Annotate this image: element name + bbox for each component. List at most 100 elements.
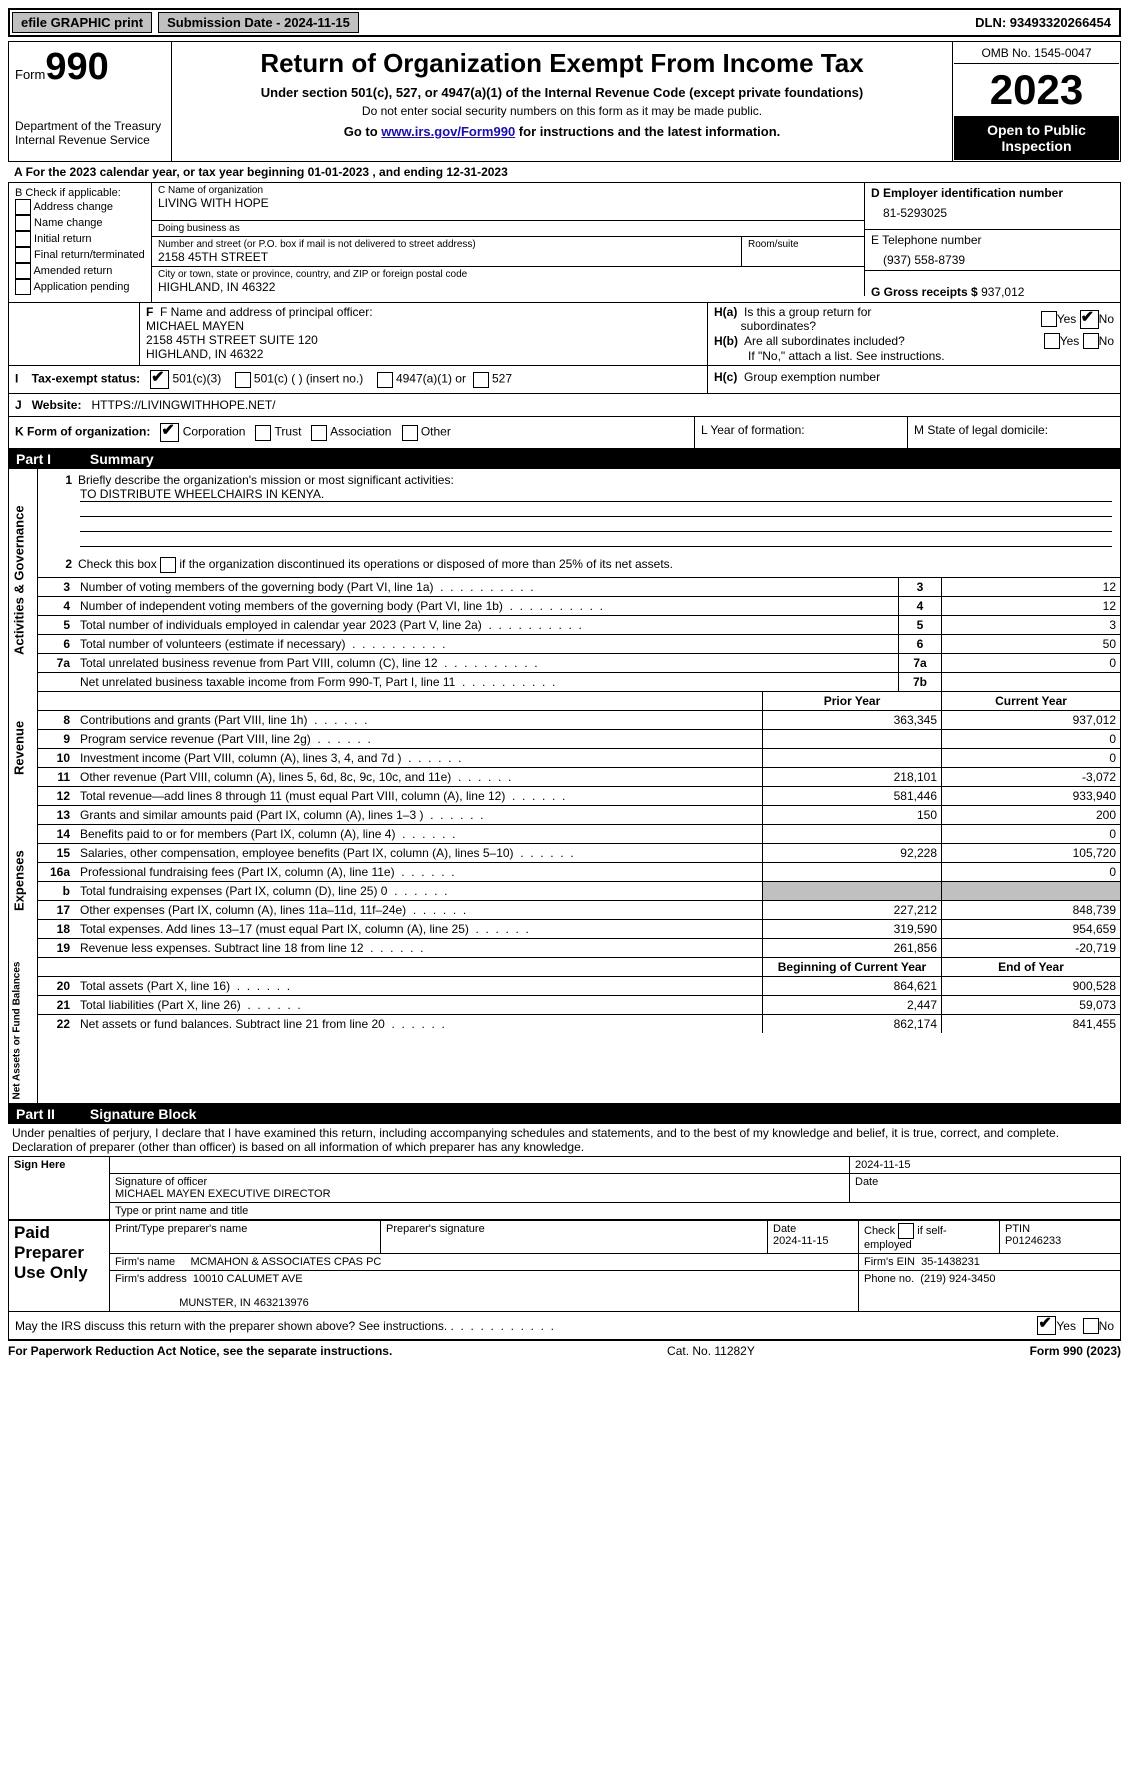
line-2-num: 2 — [44, 557, 78, 573]
501c-checkbox[interactable] — [235, 372, 251, 388]
form-title: Return of Organization Exempt From Incom… — [178, 48, 946, 79]
line-box: 4 — [899, 597, 942, 616]
firm-addr-label: Firm's address — [115, 1273, 187, 1285]
line-prior: 227,212 — [763, 901, 942, 920]
box-b-item: Name change — [15, 215, 145, 231]
line-current — [942, 882, 1121, 901]
line-prior: 2,447 — [763, 996, 942, 1015]
box-l: L Year of formation: — [695, 417, 908, 448]
vlabel-expenses: Expenses — [9, 805, 38, 957]
box-hc: H(c) Group exemption number — [708, 366, 1120, 393]
prep-sig-label: Preparer's signature — [381, 1221, 768, 1254]
box-deg: D Employer identification number 81-5293… — [865, 183, 1120, 302]
line-desc: Total expenses. Add lines 13–17 (must eq… — [76, 920, 763, 939]
line-desc: Net unrelated business taxable income fr… — [76, 673, 899, 692]
hb-label: H(b) Are all subordinates included? — [714, 334, 1044, 348]
irs-link[interactable]: www.irs.gov/Form990 — [381, 124, 515, 139]
addr-label: Number and street (or P.O. box if mail i… — [158, 239, 735, 250]
city-value: HIGHLAND, IN 46322 — [158, 280, 858, 294]
box-b-checkbox[interactable] — [15, 247, 31, 263]
discuss-no-checkbox[interactable] — [1083, 1318, 1099, 1334]
no-label-2: No — [1099, 334, 1114, 348]
box-b-item: Address change — [15, 199, 145, 215]
ha-yes-checkbox[interactable] — [1041, 311, 1057, 327]
line-box: 7a — [899, 654, 942, 673]
line-desc: Total assets (Part X, line 16) . . . . .… — [76, 977, 763, 996]
box-b-checkbox[interactable] — [15, 199, 31, 215]
box-c: C Name of organization LIVING WITH HOPE … — [152, 183, 865, 302]
assoc-checkbox[interactable] — [311, 425, 327, 441]
other-checkbox[interactable] — [402, 425, 418, 441]
box-b-checkbox[interactable] — [15, 231, 31, 247]
box-b-checkbox[interactable] — [15, 279, 31, 295]
sig-officer-label: Signature of officer — [115, 1176, 844, 1188]
line-desc: Total fundraising expenses (Part IX, col… — [76, 882, 763, 901]
line-current: 0 — [942, 825, 1121, 844]
box-b-checkbox[interactable] — [15, 215, 31, 231]
line-desc: Total revenue—add lines 8 through 11 (mu… — [76, 787, 763, 806]
trust-checkbox[interactable] — [255, 425, 271, 441]
line-num: 18 — [38, 920, 76, 939]
line-value — [942, 673, 1121, 692]
no-label: No — [1099, 312, 1114, 326]
addr-value: 2158 45TH STREET — [158, 250, 735, 264]
omb-number: OMB No. 1545-0047 — [954, 43, 1119, 64]
tax-year: 2023 — [954, 64, 1119, 116]
ptin-value: P01246233 — [1005, 1235, 1061, 1247]
website-value: HTTPS://LIVINGWITHHOPE.NET/ — [92, 398, 276, 412]
box-k-label: K Form of organization: — [15, 425, 150, 439]
part-1-num: Part I — [16, 451, 86, 467]
part-2-header: Part II Signature Block — [8, 1104, 1121, 1124]
line-value: 3 — [942, 616, 1121, 635]
line-num: 11 — [38, 768, 76, 787]
part-1-title: Summary — [90, 451, 154, 467]
501c-label: 501(c) ( ) (insert no.) — [254, 372, 363, 386]
corp-label: Corporation — [183, 425, 246, 439]
line-desc: Investment income (Part VIII, column (A)… — [76, 749, 763, 768]
line-prior: 150 — [763, 806, 942, 825]
hb-yes-checkbox[interactable] — [1044, 333, 1060, 349]
phone-value: (937) 558-8739 — [871, 247, 1114, 267]
box-h: H(a) Is this a group return for subordin… — [708, 303, 1120, 365]
ha-no-checkbox[interactable] — [1080, 310, 1099, 329]
goto-pre: Go to — [344, 124, 382, 139]
irs-label: Internal Revenue Service — [15, 133, 165, 147]
firm-addr2: MUNSTER, IN 463213976 — [179, 1297, 309, 1309]
yes-label-2: Yes — [1060, 334, 1080, 348]
self-employed-checkbox[interactable] — [898, 1223, 914, 1239]
4947-checkbox[interactable] — [377, 372, 393, 388]
efile-print-button[interactable]: efile GRAPHIC print — [12, 12, 152, 33]
line-num: 6 — [38, 635, 76, 654]
hb-no-checkbox[interactable] — [1083, 333, 1099, 349]
line-current: -3,072 — [942, 768, 1121, 787]
line-num: 7a — [38, 654, 76, 673]
line-prior — [763, 863, 942, 882]
line-num: 14 — [38, 825, 76, 844]
ha-label: H(a) Is this a group return for subordin… — [714, 305, 1041, 333]
part-2-title: Signature Block — [90, 1106, 197, 1122]
form-header: Form990 Department of the Treasury Inter… — [8, 41, 1121, 162]
line-desc: Salaries, other compensation, employee b… — [76, 844, 763, 863]
box-f: F F Name and address of principal office… — [140, 303, 708, 365]
box-b-checkbox[interactable] — [15, 263, 31, 279]
discuss-yes-checkbox[interactable] — [1037, 1316, 1056, 1335]
mission-value: TO DISTRIBUTE WHEELCHAIRS IN KENYA. — [80, 487, 1112, 502]
paid-preparer-block: Paid Preparer Use Only Print/Type prepar… — [8, 1220, 1121, 1312]
corp-checkbox[interactable] — [160, 423, 179, 442]
501c3-checkbox[interactable] — [150, 370, 169, 389]
line-prior — [763, 882, 942, 901]
line-num: 19 — [38, 939, 76, 958]
line-desc: Number of voting members of the governin… — [76, 578, 899, 597]
line-2-text: Check this box if the organization disco… — [78, 557, 673, 573]
ssn-warning: Do not enter social security numbers on … — [178, 104, 946, 118]
line-num — [38, 673, 76, 692]
527-checkbox[interactable] — [473, 372, 489, 388]
discontinued-checkbox[interactable] — [160, 557, 176, 573]
line-num: b — [38, 882, 76, 901]
yes-label: Yes — [1057, 312, 1077, 326]
line-num: 13 — [38, 806, 76, 825]
line-a-text: For the 2023 calendar year, or tax year … — [26, 165, 508, 179]
submission-date-label: Submission Date - 2024-11-15 — [158, 12, 359, 33]
sig-date: 2024-11-15 — [850, 1157, 1121, 1174]
mission-label: Briefly describe the organization's miss… — [78, 473, 454, 487]
